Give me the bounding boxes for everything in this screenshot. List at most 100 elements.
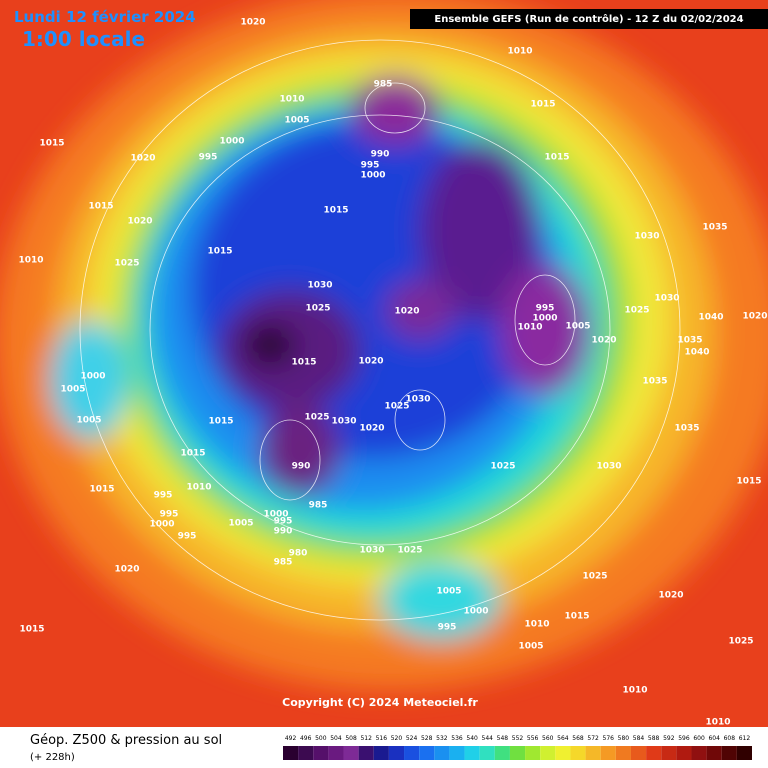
scale-label: 532 — [436, 735, 448, 742]
isobar-label: 1010 — [705, 718, 730, 728]
isobar-label: 1040 — [698, 313, 723, 323]
isobar-label: 1010 — [622, 686, 647, 696]
scale-label: 560 — [542, 735, 554, 742]
scale-swatch — [509, 746, 526, 760]
isobar-label: 1035 — [677, 336, 702, 346]
isobar-label: 995 — [178, 532, 197, 542]
scale-swatch — [494, 746, 510, 760]
scale-label: 496 — [300, 735, 312, 742]
isobar-label: 985 — [309, 501, 328, 511]
scale-swatch — [328, 746, 344, 760]
isobar-label: 1000 — [149, 520, 174, 530]
isobar-label: 1035 — [674, 424, 699, 434]
isobar-label: 1030 — [654, 294, 679, 304]
scale-swatch — [434, 746, 450, 760]
run-info: Ensemble GEFS (Run de contrôle) - 12 Z d… — [434, 13, 743, 25]
isobar-label: 1025 — [114, 259, 139, 269]
isobar-label: 995 — [361, 161, 380, 171]
scale-label: 540 — [466, 735, 478, 742]
isobar-label: 1020 — [114, 565, 139, 575]
scale-swatch — [388, 746, 405, 760]
isobar-label: 995 — [160, 510, 179, 520]
isobar-label: 990 — [274, 527, 293, 537]
scale-label: 604 — [708, 735, 720, 742]
isobar-label: 1000 — [532, 314, 557, 324]
scale-label: 576 — [603, 735, 615, 742]
isobar-label: 1015 — [180, 449, 205, 459]
isobar-label: 980 — [289, 549, 308, 559]
isobar-label: 1025 — [582, 572, 607, 582]
isobar-label: 995 — [154, 491, 173, 501]
isobar-label: 1040 — [684, 348, 709, 358]
isobar-label: 1025 — [490, 462, 515, 472]
scale-label: 500 — [315, 735, 327, 742]
scale-swatch — [404, 746, 420, 760]
field — [0, 0, 768, 727]
isobar-label: 1015 — [323, 206, 348, 216]
isobar-label: 1030 — [359, 546, 384, 556]
scale-label: 544 — [482, 735, 494, 742]
isobar-label: 1025 — [728, 637, 753, 647]
isobar-label: 1015 — [89, 485, 114, 495]
isobar-label: 1005 — [60, 385, 85, 395]
scale-label: 580 — [618, 735, 630, 742]
footer-lead: (+ 228h) — [30, 752, 75, 763]
footer-title: Géop. Z500 & pression au sol — [30, 733, 222, 748]
isobar-label: 1020 — [359, 424, 384, 434]
isobar-label: 1010 — [517, 323, 542, 333]
isobar-label: 1020 — [591, 336, 616, 346]
scale-swatch — [313, 746, 329, 760]
scale-swatch — [283, 746, 299, 760]
isobar-label: 1020 — [742, 312, 767, 322]
scale-swatch — [555, 746, 571, 760]
scale-swatch — [706, 746, 722, 760]
scale-label: 548 — [497, 735, 509, 742]
scale-label: 492 — [285, 735, 297, 742]
local-time: 1:00 locale — [22, 27, 145, 51]
isobar-label: 1015 — [19, 625, 44, 635]
isobar-label: 1005 — [76, 416, 101, 426]
scale-swatch — [343, 746, 359, 760]
scale-label: 524 — [406, 735, 418, 742]
isobar-label: 1025 — [624, 306, 649, 316]
isobar-label: 1020 — [394, 307, 419, 317]
isobar-label: 1000 — [219, 137, 244, 147]
isobar-label: 985 — [274, 558, 293, 568]
isobar-label: 985 — [374, 80, 393, 90]
scale-swatch — [585, 746, 601, 760]
scale-label: 536 — [451, 735, 463, 742]
isobar-label: 1025 — [384, 402, 409, 412]
isobar-label: 1010 — [279, 95, 304, 105]
scale-swatch — [570, 746, 586, 760]
scale-label: 592 — [663, 735, 675, 742]
scale-label: 516 — [376, 735, 388, 742]
isobar-label: 1010 — [186, 483, 211, 493]
isobar-label: 995 — [199, 153, 218, 163]
scale-swatch — [691, 746, 707, 760]
scale-label: 608 — [724, 735, 736, 742]
isobar-label: 1030 — [634, 232, 659, 242]
isobar-label: 1010 — [18, 256, 43, 266]
scale-swatch — [373, 746, 389, 760]
isobar-label: 1010 — [507, 47, 532, 57]
isobar-label: 1000 — [80, 372, 105, 382]
isobar-label: 1015 — [207, 247, 232, 257]
isobar-label: 1000 — [463, 607, 488, 617]
scale-label: 504 — [330, 735, 342, 742]
isobar-label: 1020 — [358, 357, 383, 367]
scale-swatch — [464, 746, 480, 760]
scale-label: 512 — [360, 735, 372, 742]
scale-swatch — [419, 746, 435, 760]
isobar-label: 1005 — [565, 322, 590, 332]
isobar-label: 1020 — [130, 154, 155, 164]
scale-swatch — [525, 746, 541, 760]
scale-label: 588 — [648, 735, 660, 742]
scale-swatch — [615, 746, 631, 760]
scale-swatch — [661, 746, 677, 760]
isobar-label: 1030 — [405, 395, 430, 405]
isobar-label: 1000 — [360, 171, 385, 181]
isobar-label: 1000 — [263, 510, 288, 520]
scale-label: 528 — [421, 735, 433, 742]
scale-swatch — [449, 746, 465, 760]
